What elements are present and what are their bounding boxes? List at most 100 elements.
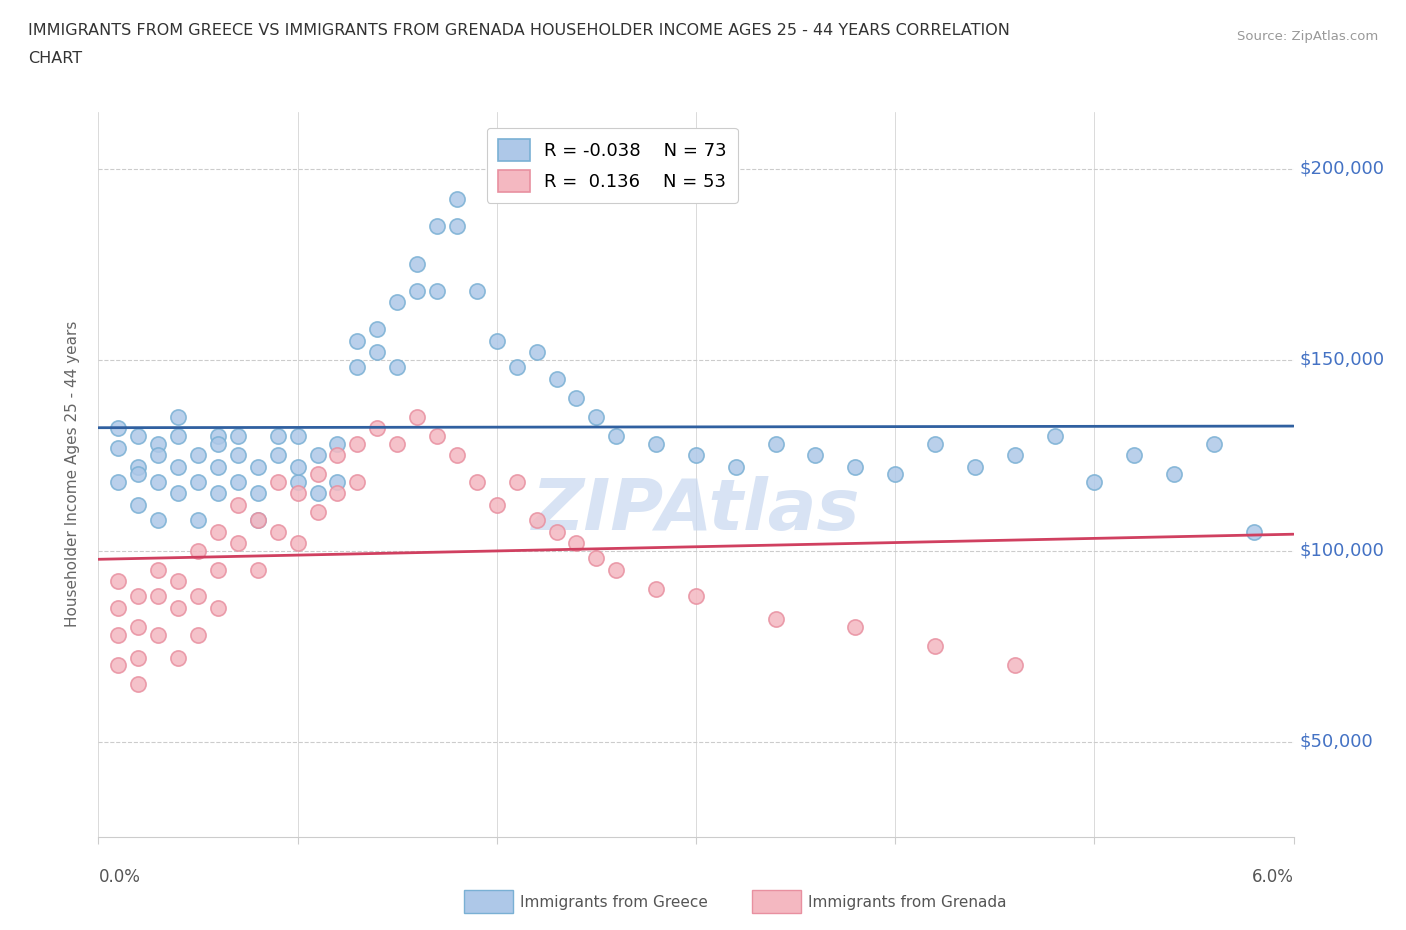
Point (107, 421, 129, 436)
Text: ZIPAtlas: ZIPAtlas (531, 476, 860, 545)
Point (167, 601, 190, 616)
Point (326, 486, 349, 501)
Point (465, 284, 488, 299)
Point (207, 459, 229, 474)
Point (246, 512, 269, 527)
Point (167, 409, 190, 424)
Point (127, 677, 149, 692)
Point (127, 429, 149, 444)
Point (107, 574, 129, 589)
Point (585, 409, 607, 424)
Point (385, 436, 409, 451)
Point (167, 429, 190, 444)
Text: $50,000: $50,000 (1299, 733, 1374, 751)
Point (167, 650, 190, 665)
Point (287, 459, 309, 474)
Point (246, 563, 269, 578)
Point (366, 421, 388, 436)
Point (287, 486, 309, 501)
Point (246, 512, 269, 527)
Point (346, 474, 368, 489)
Point (426, 219, 449, 233)
Point (207, 601, 229, 616)
Point (506, 474, 529, 489)
Point (765, 612, 787, 627)
Point (446, 219, 468, 233)
Point (207, 525, 229, 539)
Point (565, 536, 588, 551)
Point (107, 474, 129, 489)
Point (267, 474, 290, 489)
Text: CHART: CHART (28, 51, 82, 66)
Point (645, 436, 668, 451)
Point (366, 345, 388, 360)
Point (446, 192, 468, 206)
Point (1123, 447, 1146, 462)
Point (207, 486, 229, 501)
Point (226, 429, 249, 444)
Point (765, 436, 787, 451)
Point (924, 639, 946, 654)
Point (526, 512, 548, 527)
Point (1043, 429, 1066, 444)
Point (148, 474, 170, 489)
Point (246, 486, 269, 501)
Point (1004, 447, 1026, 462)
Point (326, 447, 349, 462)
Point (226, 498, 249, 512)
Point (963, 459, 986, 474)
Point (406, 409, 429, 424)
Point (187, 474, 209, 489)
Point (226, 474, 249, 489)
Point (884, 467, 907, 482)
Point (346, 333, 368, 348)
Point (724, 459, 747, 474)
Legend: R = -0.038    N = 73, R =  0.136    N = 53: R = -0.038 N = 73, R = 0.136 N = 53 (486, 128, 738, 203)
Point (207, 436, 229, 451)
Point (804, 447, 827, 462)
Point (127, 467, 149, 482)
Text: 6.0%: 6.0% (1251, 868, 1294, 885)
Point (287, 474, 309, 489)
Text: Immigrants from Greece: Immigrants from Greece (520, 895, 709, 910)
Point (565, 391, 588, 405)
Point (546, 371, 568, 386)
Point (924, 436, 946, 451)
Point (685, 447, 707, 462)
Point (1083, 474, 1105, 489)
Point (844, 619, 866, 634)
Point (465, 474, 488, 489)
Point (346, 436, 368, 451)
Point (148, 512, 170, 527)
Point (207, 429, 229, 444)
Point (585, 551, 607, 565)
Point (366, 322, 388, 337)
Text: $150,000: $150,000 (1299, 351, 1385, 369)
Point (346, 360, 368, 375)
Point (1202, 436, 1225, 451)
Point (107, 658, 129, 672)
Point (385, 295, 409, 310)
Point (148, 447, 170, 462)
Point (127, 619, 149, 634)
Text: Immigrants from Grenada: Immigrants from Grenada (808, 895, 1007, 910)
Point (685, 589, 707, 604)
Point (326, 474, 349, 489)
Point (307, 467, 329, 482)
Text: $100,000: $100,000 (1299, 541, 1385, 560)
Point (148, 436, 170, 451)
Point (267, 447, 290, 462)
Point (127, 459, 149, 474)
Point (127, 589, 149, 604)
Point (107, 627, 129, 642)
Point (107, 440, 129, 455)
Point (167, 574, 190, 589)
Point (406, 284, 429, 299)
Point (406, 257, 429, 272)
Point (167, 486, 190, 501)
Point (307, 505, 329, 520)
Point (385, 360, 409, 375)
Point (546, 525, 568, 539)
Point (148, 563, 170, 578)
Point (226, 447, 249, 462)
